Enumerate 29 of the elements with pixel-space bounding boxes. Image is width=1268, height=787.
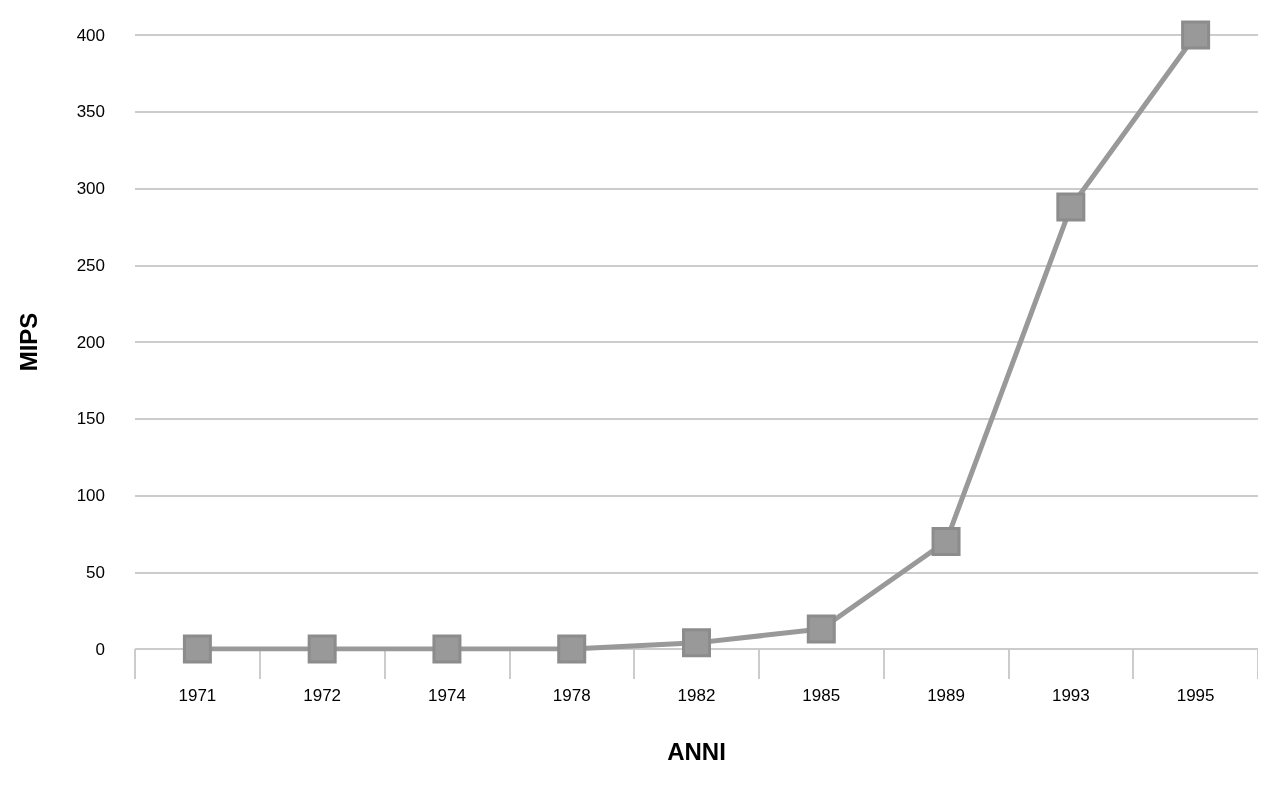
y-tick-label: 300 <box>76 179 105 198</box>
point <box>432 634 462 664</box>
y-tick-label: 0 <box>95 639 105 659</box>
y-tick-label: 350 <box>76 102 105 122</box>
y-tick-label: 50 <box>86 562 105 582</box>
y-tick-label: 150 <box>76 409 105 429</box>
x-tick-label: 1982 <box>677 686 716 705</box>
point <box>557 634 587 664</box>
x-tick-label: 1989 <box>927 686 965 705</box>
x-axis-title: ANNI <box>667 737 726 765</box>
x-tick-label: 1978 <box>552 686 591 705</box>
y-tick-label: 100 <box>76 486 105 505</box>
point <box>682 628 711 658</box>
y-tick-label: 200 <box>76 332 105 352</box>
x-tick-label: 1995 <box>1176 686 1215 705</box>
point <box>806 614 836 644</box>
y-tick-label: 400 <box>76 25 105 45</box>
x-tick-label: 1972 <box>303 686 342 705</box>
x-tick-label: 1971 <box>178 686 217 705</box>
point <box>182 634 212 664</box>
x-tick-label: 1985 <box>802 686 841 705</box>
y-tick-label: 250 <box>76 255 105 275</box>
point <box>1181 20 1211 50</box>
point <box>307 634 337 664</box>
point <box>1056 192 1086 222</box>
y-axis-title: MIPS <box>14 312 42 372</box>
x-tick-label: 1993 <box>1051 686 1090 705</box>
x-tick-label: 1974 <box>428 686 466 705</box>
point <box>931 527 961 557</box>
